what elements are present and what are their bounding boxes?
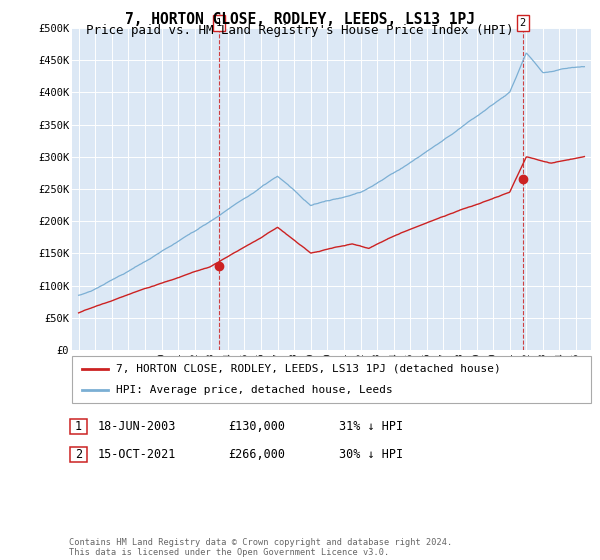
Text: £266,000: £266,000 (228, 448, 285, 461)
Text: Price paid vs. HM Land Registry's House Price Index (HPI): Price paid vs. HM Land Registry's House … (86, 24, 514, 37)
Text: £130,000: £130,000 (228, 420, 285, 433)
FancyBboxPatch shape (70, 419, 87, 435)
Text: 7, HORTON CLOSE, RODLEY, LEEDS, LS13 1PJ (detached house): 7, HORTON CLOSE, RODLEY, LEEDS, LS13 1PJ… (116, 364, 501, 374)
Text: 1: 1 (75, 420, 82, 433)
Text: 1: 1 (216, 18, 222, 28)
Text: 18-JUN-2003: 18-JUN-2003 (97, 420, 176, 433)
FancyBboxPatch shape (72, 356, 591, 403)
FancyBboxPatch shape (70, 447, 87, 463)
Text: 31% ↓ HPI: 31% ↓ HPI (339, 420, 403, 433)
Text: Contains HM Land Registry data © Crown copyright and database right 2024.
This d: Contains HM Land Registry data © Crown c… (69, 538, 452, 557)
Text: 30% ↓ HPI: 30% ↓ HPI (339, 448, 403, 461)
Text: 7, HORTON CLOSE, RODLEY, LEEDS, LS13 1PJ: 7, HORTON CLOSE, RODLEY, LEEDS, LS13 1PJ (125, 12, 475, 27)
Text: HPI: Average price, detached house, Leeds: HPI: Average price, detached house, Leed… (116, 385, 393, 395)
Text: 2: 2 (75, 448, 82, 461)
Text: 15-OCT-2021: 15-OCT-2021 (97, 448, 176, 461)
Text: 2: 2 (520, 18, 526, 28)
